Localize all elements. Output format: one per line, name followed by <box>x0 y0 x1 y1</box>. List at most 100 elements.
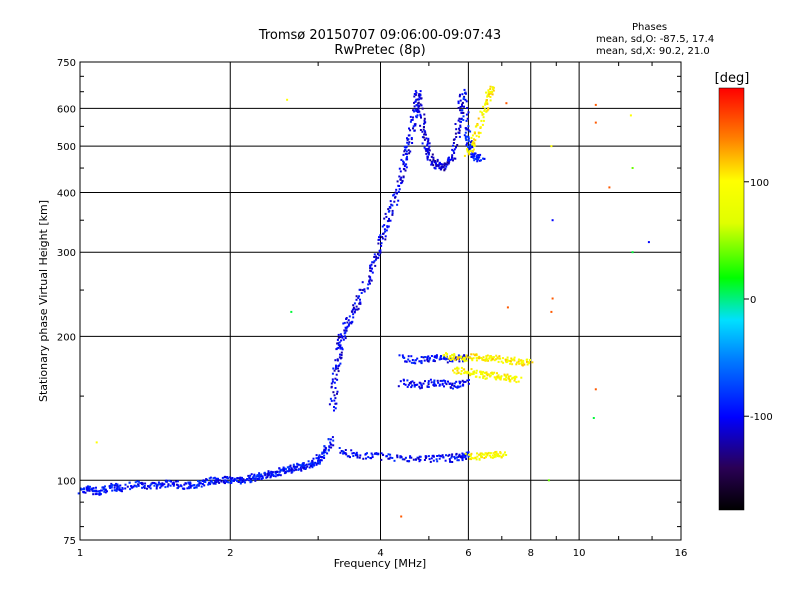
data-point <box>509 360 512 363</box>
data-point <box>513 375 516 378</box>
data-point <box>461 101 464 104</box>
data-point <box>121 487 124 489</box>
data-point <box>466 142 469 145</box>
data-point <box>128 481 131 484</box>
data-point <box>231 477 234 479</box>
data-point <box>183 483 186 486</box>
data-point <box>339 353 341 356</box>
data-point <box>469 146 472 149</box>
data-point <box>448 383 451 385</box>
data-point <box>424 148 427 151</box>
data-point <box>441 382 444 385</box>
data-point <box>430 381 433 384</box>
data-point <box>409 115 412 118</box>
data-point <box>528 362 531 365</box>
data-point <box>465 139 468 142</box>
data-point <box>505 379 508 381</box>
data-point <box>435 458 438 461</box>
data-point <box>387 453 390 456</box>
data-point <box>98 491 101 494</box>
data-point <box>334 397 337 400</box>
data-point <box>492 89 495 92</box>
data-point <box>409 455 412 458</box>
phase-mean-o: mean, sd,O: -87.5, 17.4 <box>596 34 715 45</box>
data-point <box>312 457 315 460</box>
data-point <box>417 457 420 460</box>
data-point <box>487 373 490 376</box>
data-point <box>330 386 333 389</box>
data-point <box>500 375 503 378</box>
data-point <box>465 128 468 131</box>
data-point <box>296 462 299 465</box>
data-point <box>412 109 415 112</box>
data-point <box>428 145 431 148</box>
data-point <box>516 361 518 364</box>
data-point <box>340 354 343 356</box>
data-point <box>429 159 432 162</box>
data-point <box>498 377 501 380</box>
data-point <box>462 119 465 121</box>
data-point <box>461 379 464 382</box>
data-point <box>409 382 412 385</box>
data-point <box>157 481 160 484</box>
data-point <box>407 134 410 137</box>
data-point <box>383 228 386 231</box>
data-point <box>435 162 437 165</box>
data-point <box>388 217 390 220</box>
data-point <box>267 471 270 474</box>
data-point <box>485 100 488 103</box>
data-point <box>594 103 597 106</box>
data-point <box>333 399 336 402</box>
data-point <box>383 224 386 227</box>
data-point <box>352 304 355 307</box>
data-point <box>498 357 501 360</box>
data-point <box>414 458 417 461</box>
data-point <box>465 113 468 116</box>
data-point <box>476 123 479 126</box>
data-point <box>444 358 447 361</box>
data-point <box>457 455 460 458</box>
data-point <box>357 307 360 310</box>
data-point <box>425 152 428 155</box>
data-point <box>466 107 469 109</box>
data-point <box>492 356 495 359</box>
data-point <box>335 367 338 370</box>
data-point <box>451 382 454 385</box>
data-point <box>244 481 246 484</box>
data-point <box>425 137 428 140</box>
data-point <box>453 152 456 154</box>
data-point <box>190 484 193 487</box>
data-point <box>495 450 498 453</box>
data-point <box>455 128 458 131</box>
data-point <box>188 487 191 490</box>
data-point <box>344 337 347 340</box>
data-point <box>393 193 396 196</box>
data-point <box>462 98 465 100</box>
data-point <box>94 489 97 492</box>
data-point <box>422 356 425 359</box>
data-point <box>402 153 405 156</box>
data-point <box>432 158 435 161</box>
data-point <box>189 482 192 485</box>
data-point <box>472 150 474 153</box>
data-point <box>399 170 402 173</box>
data-point <box>491 372 494 375</box>
data-point <box>274 475 277 478</box>
data-point <box>430 155 433 158</box>
data-point <box>104 489 107 491</box>
data-point <box>358 288 361 291</box>
data-point <box>386 226 389 229</box>
data-point <box>456 386 459 389</box>
data-point <box>406 460 409 463</box>
data-point <box>466 453 469 456</box>
data-point <box>411 380 414 383</box>
data-point <box>407 138 410 141</box>
data-point <box>427 139 430 142</box>
colorbar-tick-label: 100 <box>750 178 769 189</box>
data-point <box>472 155 475 157</box>
data-point <box>445 454 447 457</box>
data-point <box>431 454 434 457</box>
data-point <box>184 482 187 485</box>
chart-subtitle: RwPretec (8p) <box>334 43 426 58</box>
data-point <box>485 91 488 94</box>
